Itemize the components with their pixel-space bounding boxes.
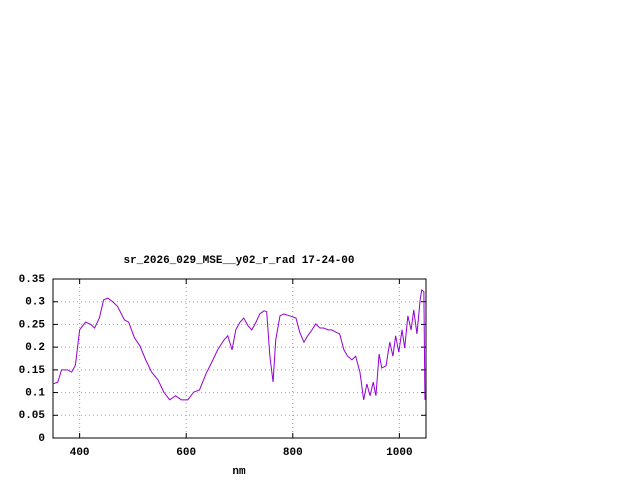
y-tick-label: 0.2 xyxy=(25,342,45,354)
x-axis-label: nm xyxy=(232,466,246,478)
y-tick-label: 0.3 xyxy=(25,297,45,309)
x-tick-label: 600 xyxy=(176,447,196,459)
y-tick-label: 0 xyxy=(38,433,45,445)
y-tick-label: 0.15 xyxy=(19,365,46,377)
x-tick-label: 800 xyxy=(283,447,303,459)
data-line xyxy=(52,288,426,401)
y-tick-label: 0.05 xyxy=(19,410,46,422)
y-tick-label: 0.1 xyxy=(25,387,45,399)
y-tick-label: 0.35 xyxy=(19,274,46,286)
x-tick-label: 1000 xyxy=(386,447,412,459)
chart-title: sr_2026_029_MSE__y02_r_rad 17-24-00 xyxy=(123,255,354,267)
plot-border xyxy=(52,278,427,439)
x-tick-label: 400 xyxy=(70,447,90,459)
y-tick-label: 0.25 xyxy=(19,319,46,331)
